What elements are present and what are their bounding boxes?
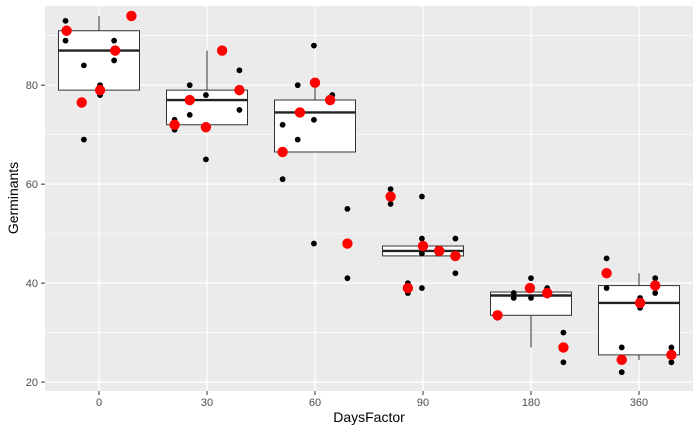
black-point <box>279 121 286 128</box>
x-tick-label: 0 <box>96 397 102 409</box>
y-tick-label: 40 <box>26 278 38 290</box>
minor-gridlines <box>45 35 693 333</box>
y-axis-title: Germinants <box>5 162 21 234</box>
black-point <box>618 344 625 351</box>
black-point <box>203 156 209 163</box>
box-body <box>274 99 356 153</box>
black-point <box>80 136 87 143</box>
black-point <box>510 290 517 296</box>
red-point <box>216 45 228 56</box>
black-point <box>419 250 425 257</box>
red-point <box>169 119 180 130</box>
red-point <box>601 268 612 279</box>
black-point <box>80 62 87 69</box>
y-tick-label: 20 <box>26 377 38 389</box>
box-60 <box>274 82 356 153</box>
black-point <box>344 275 351 282</box>
black-point <box>236 107 243 113</box>
red-point <box>542 287 553 299</box>
black-point <box>203 92 209 98</box>
black-point <box>528 295 534 301</box>
x-axis: 0 30 60 90 180 360 <box>96 391 648 409</box>
red-point <box>277 146 288 158</box>
panel-background <box>45 6 693 391</box>
x-tick-label: 180 <box>522 397 540 409</box>
black-point <box>387 186 394 192</box>
red-point <box>650 280 661 291</box>
red-point <box>450 250 461 262</box>
x-tick-label: 60 <box>309 397 321 409</box>
black-point <box>279 176 286 183</box>
black-point <box>62 37 69 44</box>
red-point <box>184 94 195 106</box>
red-point <box>634 297 646 309</box>
red-point <box>342 238 353 249</box>
black-point <box>311 240 317 247</box>
black-point <box>603 285 610 291</box>
black-point <box>510 295 517 301</box>
red-point <box>76 97 87 108</box>
black-point <box>186 82 193 89</box>
black-point <box>419 285 425 291</box>
black-point <box>668 359 675 366</box>
black-point <box>452 270 459 277</box>
y-tick-label: 60 <box>26 179 38 191</box>
red-point <box>110 45 121 56</box>
black-point <box>603 255 610 262</box>
red-point <box>558 342 569 353</box>
y-axis: 20 40 60 80 <box>26 80 45 389</box>
red-point <box>294 107 306 118</box>
black-point <box>311 116 317 123</box>
black-point <box>652 290 659 296</box>
red-point <box>492 310 503 321</box>
red-point <box>434 245 445 257</box>
box-body <box>58 30 140 91</box>
red-point <box>309 77 321 88</box>
black-point <box>528 275 534 282</box>
red-point <box>61 25 72 36</box>
black-point <box>294 136 301 143</box>
x-axis-title: DaysFactor <box>333 409 405 425</box>
black-point <box>560 329 567 336</box>
red-point <box>234 84 245 96</box>
red-point <box>524 282 536 294</box>
black-point <box>294 82 301 89</box>
black-point <box>560 359 567 366</box>
black-point <box>186 111 193 118</box>
black-point <box>652 275 659 282</box>
red-point <box>616 354 627 366</box>
black-point <box>387 201 394 207</box>
x-tick-label: 90 <box>417 397 429 409</box>
black-point <box>419 235 425 242</box>
x-tick-label: 30 <box>201 397 213 409</box>
red-point <box>385 191 396 202</box>
black-point <box>111 57 118 64</box>
x-tick-label: 360 <box>630 397 648 409</box>
red-point <box>666 349 677 361</box>
black-point <box>311 42 317 49</box>
black-point <box>344 205 351 212</box>
red-point <box>402 282 414 294</box>
black-point <box>452 235 459 242</box>
black-point <box>419 193 425 200</box>
red-point <box>126 10 137 22</box>
black-point <box>62 17 69 24</box>
black-point <box>668 344 675 351</box>
red-point <box>94 84 106 96</box>
box-360 <box>598 273 680 360</box>
red-point <box>324 94 336 106</box>
black-point <box>618 369 625 376</box>
red-point <box>417 240 429 252</box>
y-tick-label: 80 <box>26 80 38 92</box>
black-point <box>111 37 118 44</box>
red-point-series <box>61 10 677 366</box>
black-point <box>236 67 243 74</box>
red-point <box>200 122 212 133</box>
